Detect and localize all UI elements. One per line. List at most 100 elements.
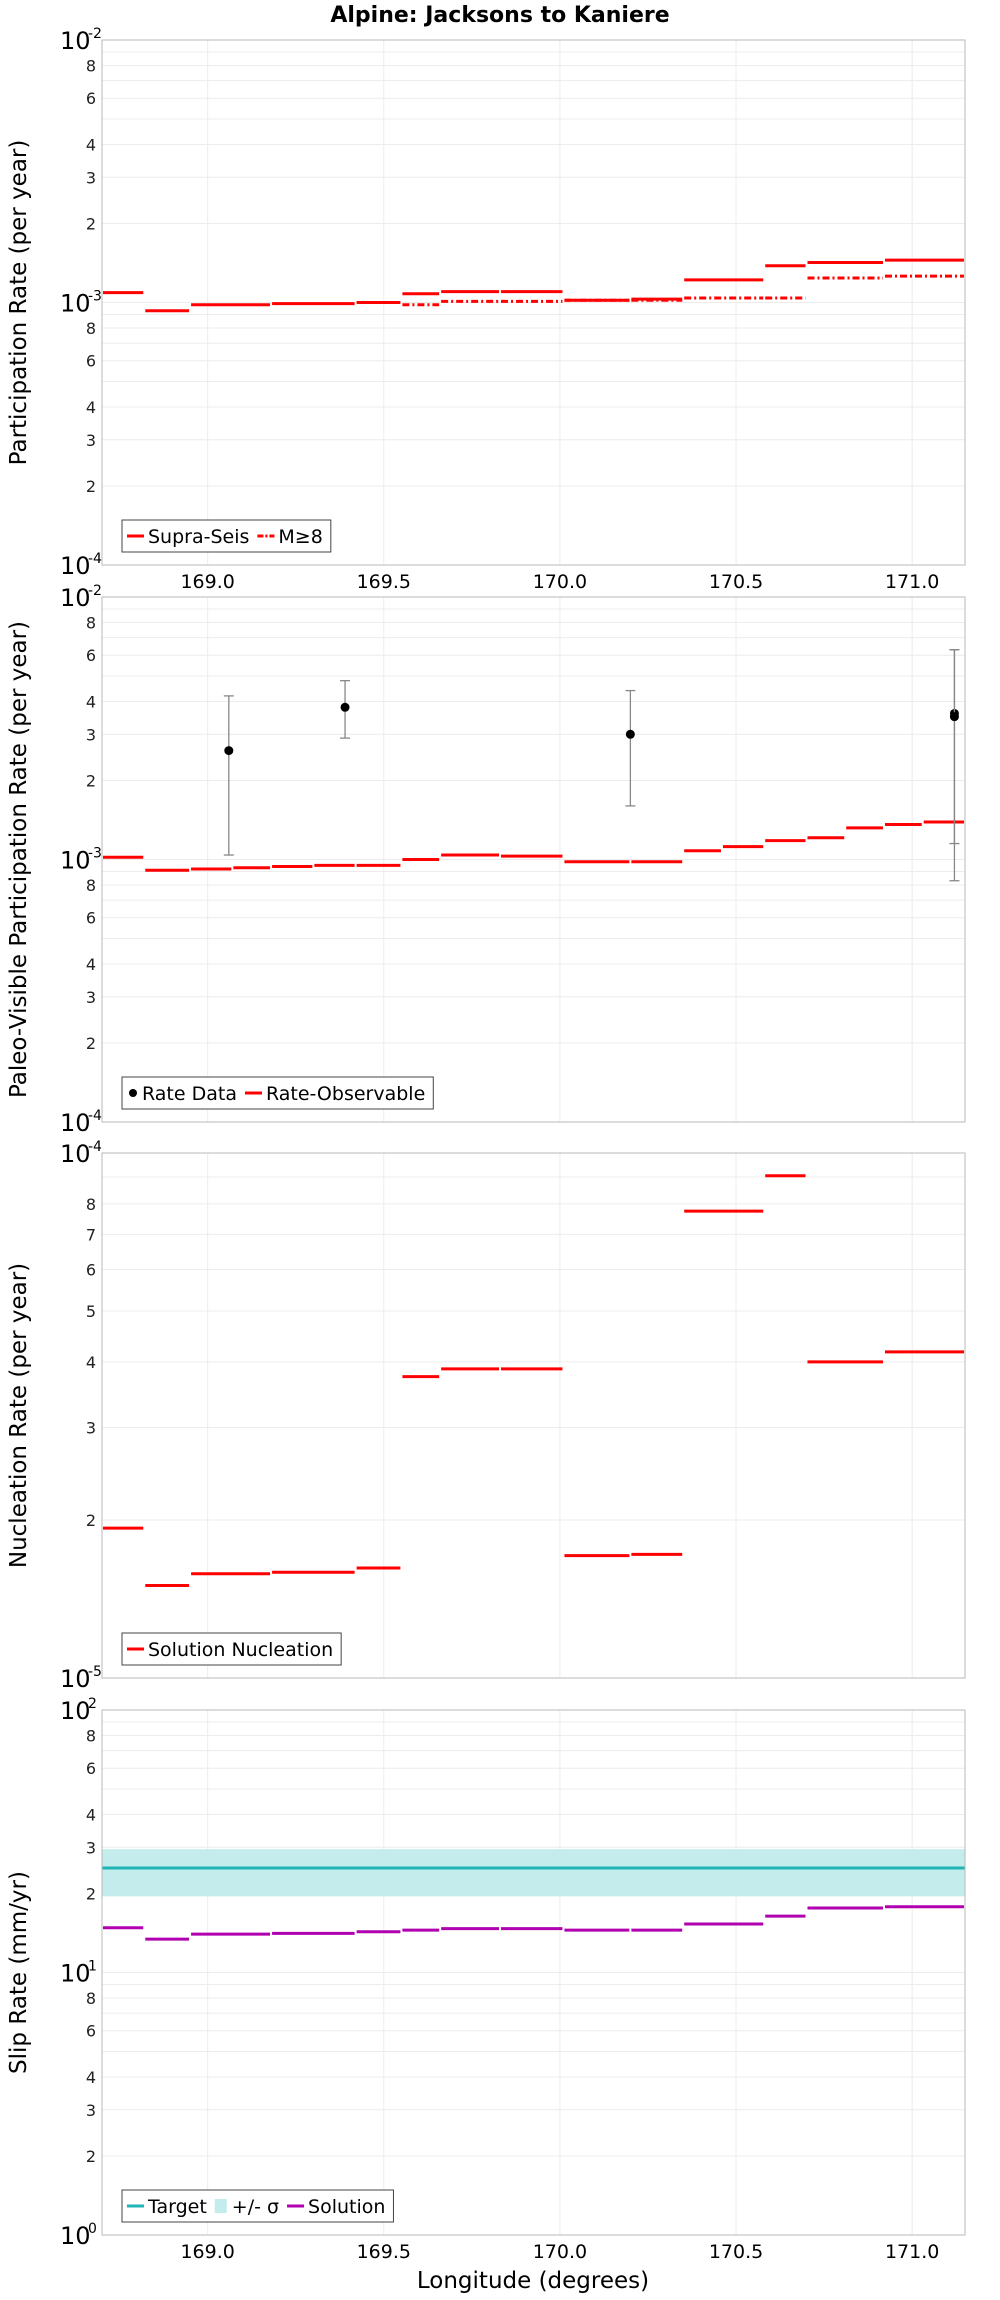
x-axis-label: Longitude (degrees)	[417, 2268, 649, 2294]
y-tick-label: 8	[86, 1726, 96, 1745]
plot-frame	[101, 596, 966, 1123]
y-tick-label: 4	[86, 1353, 96, 1372]
plot-frame	[101, 39, 966, 566]
y-tick-label-decade: 10	[60, 2222, 91, 2250]
y-axis-label: Nucleation Rate (per year)	[6, 1263, 32, 1568]
x-tick-label: 169.0	[180, 2241, 234, 2263]
y-tick-label: 3	[86, 725, 96, 744]
legend-label: Rate Data	[142, 1083, 237, 1105]
legend: Solution Nucleation	[121, 1632, 342, 1666]
y-tick-label-decade: 10	[60, 1109, 91, 1137]
legend-label: Target	[147, 2196, 207, 2218]
y-tick-label: 4	[86, 692, 96, 711]
y-tick-label-decade: 10	[60, 1697, 91, 1725]
x-tick-label: 170.0	[533, 2241, 587, 2263]
y-axis-label: Paleo-Visible Participation Rate (per ye…	[6, 621, 32, 1098]
y-tick-label-decade: 10	[60, 1665, 91, 1693]
y-tick-label-exponent: 1	[88, 1959, 97, 1975]
y-tick-label: 3	[86, 1838, 96, 1857]
y-tick-label: 7	[86, 1225, 96, 1244]
y-tick-label: 6	[86, 909, 96, 928]
x-tick-label: 171.0	[885, 2241, 939, 2263]
x-tick-label: 170.0	[533, 571, 587, 593]
x-tick-label: 169.5	[357, 571, 411, 593]
y-tick-label: 3	[86, 168, 96, 187]
y-tick-label-exponent: -4	[88, 1108, 102, 1124]
legend-box	[121, 1076, 434, 1110]
x-tick-label: 170.5	[709, 571, 763, 593]
y-tick-label: 6	[86, 1759, 96, 1778]
y-tick-label: 6	[86, 89, 96, 108]
y-tick-label: 8	[86, 1989, 96, 2008]
data-point	[224, 746, 234, 756]
y-tick-label: 8	[86, 56, 96, 75]
y-tick-label: 3	[86, 1419, 96, 1438]
y-tick-label: 2	[86, 1884, 96, 1903]
y-tick-label: 8	[86, 319, 96, 338]
legend-label: M≥8	[278, 526, 322, 548]
legend-label: +/- σ	[232, 2196, 279, 2218]
y-tick-label-decade: 10	[60, 584, 91, 612]
y-tick-label: 2	[86, 1034, 96, 1053]
data-point	[949, 712, 959, 722]
y-tick-label: 8	[86, 876, 96, 895]
y-tick-label: 6	[86, 1260, 96, 1279]
y-tick-label: 3	[86, 431, 96, 450]
legend-label: Solution	[308, 2196, 385, 2218]
y-tick-label: 2	[86, 214, 96, 233]
legend-box	[121, 1632, 342, 1666]
y-tick-label: 4	[86, 2068, 96, 2087]
legend-label: Solution Nucleation	[148, 1639, 333, 1661]
y-tick-label: 4	[86, 135, 96, 154]
y-tick-label: 5	[86, 1302, 96, 1321]
plot-frame	[101, 1709, 966, 2236]
x-tick-label: 170.5	[709, 2241, 763, 2263]
y-tick-label-decade: 10	[60, 27, 91, 55]
y-tick-label: 8	[86, 1195, 96, 1214]
y-tick-label-decade: 10	[60, 552, 91, 580]
y-tick-label-exponent: 0	[88, 2221, 97, 2237]
legend-label: Supra-Seis	[148, 526, 249, 548]
y-tick-label-exponent: 2	[88, 1696, 97, 1712]
legend-marker	[214, 2199, 227, 2213]
y-tick-label: 6	[86, 2022, 96, 2041]
y-tick-label: 2	[86, 771, 96, 790]
y-tick-label: 2	[86, 1511, 96, 1530]
chart-title: Alpine: Jacksons to Kaniere	[330, 3, 669, 28]
y-tick-label: 3	[86, 2101, 96, 2120]
y-tick-label-exponent: -3	[88, 289, 102, 305]
x-tick-label: 169.5	[357, 2241, 411, 2263]
y-tick-label: 4	[86, 955, 96, 974]
y-axis-label: Slip Rate (mm/yr)	[6, 1871, 32, 2074]
y-tick-label-decade: 10	[60, 290, 91, 318]
y-tick-label: 4	[86, 398, 96, 417]
y-tick-label: 8	[86, 613, 96, 632]
legend-box	[121, 2189, 394, 2223]
y-tick-label: 6	[86, 646, 96, 665]
legend: Rate Data Rate-Observable	[121, 1076, 434, 1110]
y-tick-label-decade: 10	[60, 847, 91, 875]
legend: Target +/- σ Solution	[121, 2189, 394, 2223]
target-sigma-band	[102, 1849, 965, 1897]
legend-label: Rate-Observable	[266, 1083, 425, 1105]
y-tick-label-exponent: -4	[88, 1139, 102, 1155]
y-tick-label: 2	[86, 2147, 96, 2166]
data-point	[625, 729, 635, 739]
legend: Supra-Seis M≥8	[121, 519, 332, 553]
y-tick-label-decade: 10	[60, 1140, 91, 1168]
y-tick-label: 3	[86, 988, 96, 1007]
y-tick-label-exponent: -4	[88, 551, 102, 567]
data-point	[340, 702, 350, 712]
y-tick-label: 4	[86, 1805, 96, 1824]
y-tick-label: 2	[86, 477, 96, 496]
legend-box	[121, 519, 332, 553]
y-axis-label: Participation Rate (per year)	[6, 140, 32, 466]
y-tick-label-exponent: -5	[88, 1664, 102, 1680]
y-tick-label: 6	[86, 352, 96, 371]
plot-frame	[101, 1152, 966, 1679]
